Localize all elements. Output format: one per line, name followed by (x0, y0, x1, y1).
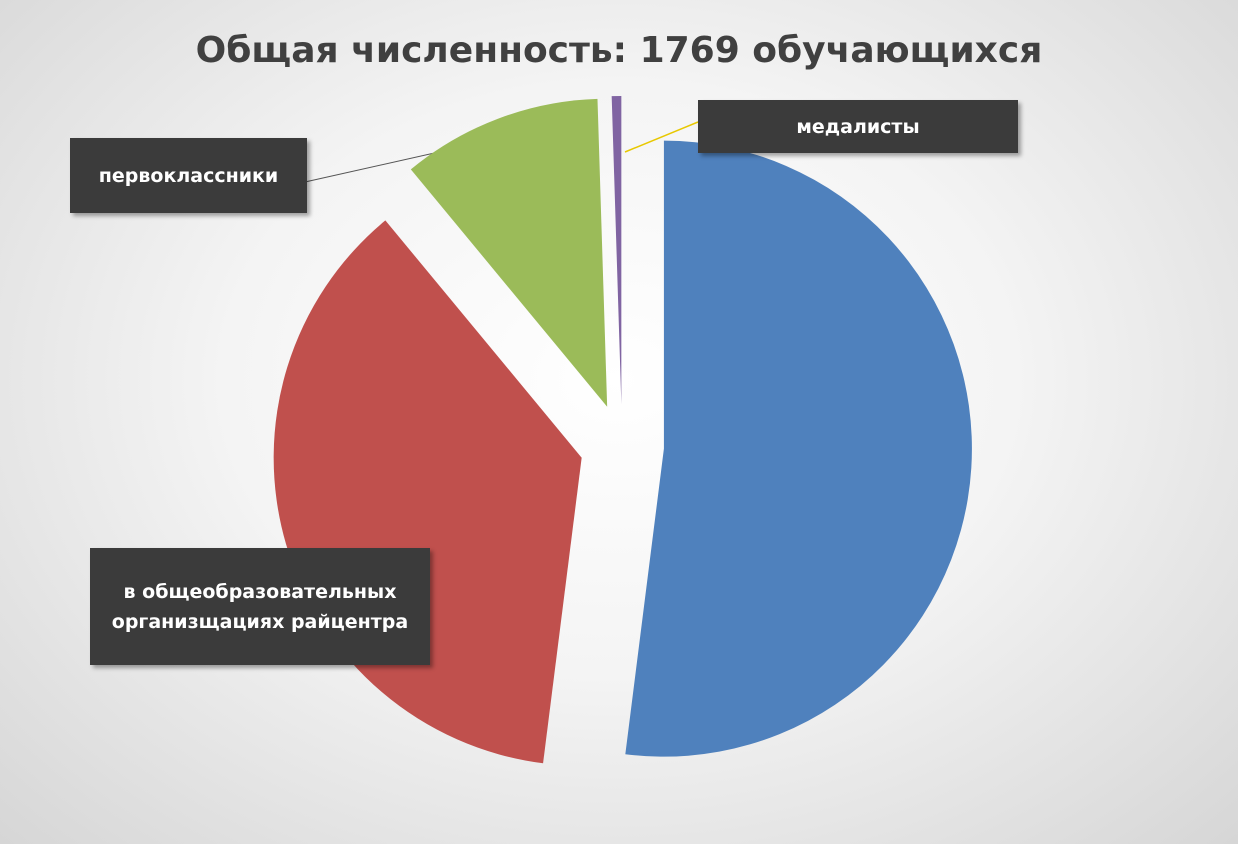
data-label: медалисты (698, 100, 1018, 153)
data-label: в общеобразовательных организщациях райц… (90, 548, 430, 665)
chart-title: Общая численность: 1769 обучающихся (195, 30, 1043, 71)
leader-line (624, 121, 699, 153)
pie-slice (611, 96, 622, 405)
data-label: первоклассники (70, 138, 307, 213)
pie-slice (410, 98, 608, 407)
pie-slice (625, 140, 972, 757)
